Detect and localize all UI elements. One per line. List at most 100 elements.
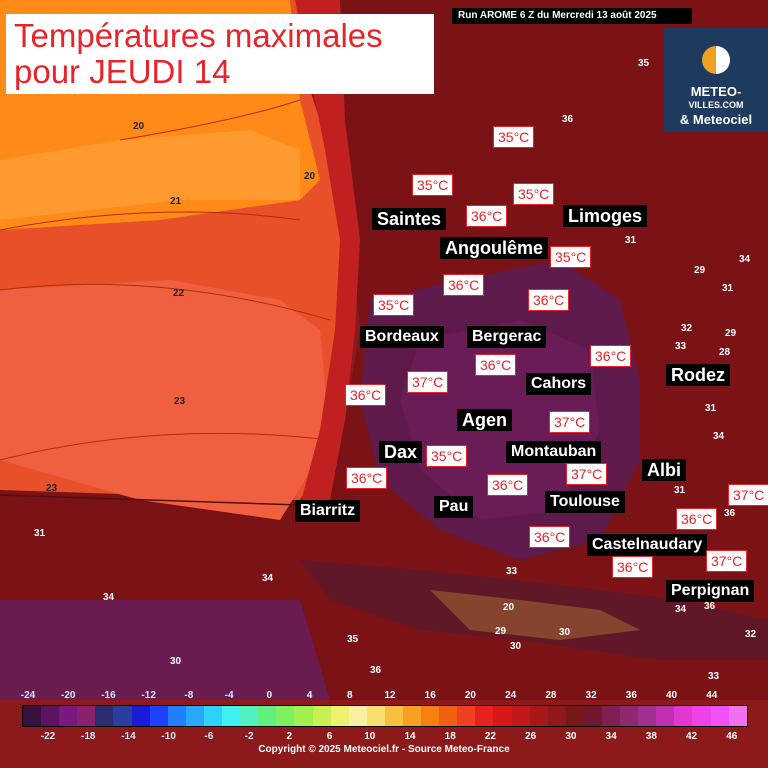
city-toulouse: Toulouse [545,491,625,513]
isoline-label: 32 [681,323,693,334]
legend-label: 16 [424,690,436,701]
legend-top-labels: -24 -20 -16 -12 -8 -4 0 4 8 12 16 20 24 28 32 36 40 44 [18,690,754,704]
color-swatch [240,706,259,726]
temp-label: 36°C [475,354,517,376]
color-swatch [565,706,584,726]
temp-label: 36°C [466,205,508,227]
color-swatch [511,706,530,726]
isoline-label: 34 [739,254,751,265]
temp-label: 35°C [412,174,454,196]
color-swatch [41,706,60,726]
legend-label: 4 [306,690,313,701]
legend-label: 20 [464,690,476,701]
logo-text-2: VILLES.COM [688,100,744,110]
temp-label: 37°C [728,484,768,506]
legend-label: 28 [545,690,557,701]
legend-label: -6 [204,731,214,742]
temp-label: 36°C [443,274,485,296]
run-info: Run AROME 6 Z du Mercredi 13 août 2025 [452,8,692,24]
color-swatch [77,706,96,726]
isoline-label: 34 [103,592,115,603]
city-pau: Pau [434,496,474,518]
legend-label: 2 [286,731,293,742]
city-perpignan: Perpignan [666,580,755,602]
color-swatch [276,706,295,726]
legend-label: -12 [141,690,156,701]
legend-label: 14 [404,731,416,742]
color-swatch [185,706,204,726]
temp-label: 35°C [373,294,415,316]
color-swatch [692,706,711,726]
legend-label: -20 [60,690,76,701]
legend-label: -8 [184,690,194,701]
color-swatch [674,706,693,726]
city-dax: Dax [379,441,423,463]
legend-label: 26 [525,731,537,742]
temp-label: 36°C [612,556,654,578]
color-swatch [113,706,132,726]
color-swatch [656,706,675,726]
legend-bottom-labels: -22 -18 -14 -10 -6 -2 2 6 10 14 18 22 26 30 34 38 42 46 [18,731,754,745]
color-swatch [421,706,440,726]
temp-label: 37°C [566,463,608,485]
legend-label: 44 [706,690,718,701]
color-swatch [402,706,422,726]
city-castelnaudary: Castelnaudary [587,534,708,556]
legend-label: -16 [101,690,116,701]
temp-label: 36°C [590,345,632,367]
isoline-label: 29 [725,328,737,339]
city-limoges: Limoges [563,205,648,227]
isoline-label: 31 [674,485,686,496]
isoline-label: 33 [675,341,687,352]
city-angouleme: Angoulême [440,237,549,259]
temp-label: 35°C [550,246,592,268]
temp-label: 36°C [676,508,718,530]
isoline-label: 29 [495,626,507,637]
color-swatch [638,706,657,726]
color-swatch [348,706,367,726]
isoline-label: 33 [708,671,720,682]
color-swatch [23,706,42,726]
city-biarritz: Biarritz [295,500,361,522]
city-agen: Agen [457,409,512,431]
isoline-label: 30 [559,627,571,638]
legend-label: 38 [645,731,657,742]
color-scale-bar [22,705,748,727]
legend-label: 0 [266,690,273,701]
title-line-1: Températures maximales [14,17,383,54]
logo-text-1: METEO- [690,84,742,99]
legend-label: 32 [585,690,597,701]
color-swatch [475,706,494,726]
temp-label: 37°C [706,550,748,572]
isoline-label: 35 [347,634,359,645]
color-swatch [366,706,385,726]
color-swatch [149,706,168,726]
temp-label: 36°C [345,384,387,406]
legend-label: 42 [685,731,698,742]
legend-label: -2 [244,731,254,742]
temp-label: 36°C [528,289,570,311]
city-cahors: Cahors [526,373,592,395]
city-saintes: Saintes [372,208,447,230]
copyright: Copyright © 2025 Meteociel.fr - Source M… [258,744,510,755]
isoline-label: 36 [370,665,382,676]
legend-label: 30 [565,731,577,742]
legend-label: -18 [80,731,96,742]
isoline-label: 20 [304,171,316,182]
legend-label: 36 [625,690,637,701]
color-swatch [620,706,639,726]
legend-label: -24 [20,690,36,701]
legend-label: 24 [505,690,517,701]
legend-label: -10 [161,731,176,742]
legend-label: 12 [384,690,396,701]
legend-label: 18 [444,731,456,742]
isoline-label: 32 [745,629,757,640]
legend-label: 10 [364,731,376,742]
temp-label: 36°C [346,467,388,489]
isoline-label: 35 [638,58,650,69]
color-swatch [728,706,747,726]
isoline-label: 21 [170,196,182,207]
color-swatch [95,706,114,726]
color-swatch [312,706,331,726]
color-swatch [384,706,403,726]
